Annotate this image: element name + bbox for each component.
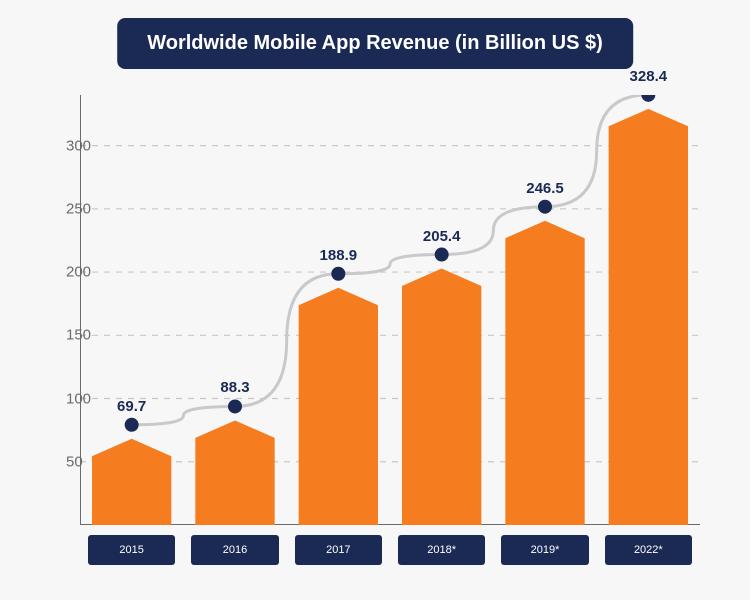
bar — [92, 439, 171, 525]
x-category: 2019* — [501, 535, 588, 565]
data-marker — [229, 400, 242, 413]
x-category: 2016 — [191, 535, 278, 565]
value-label: 328.4 — [630, 68, 668, 85]
chart-title: Worldwide Mobile App Revenue (in Billion… — [117, 18, 633, 69]
plot-svg — [80, 95, 700, 525]
chart-page: Worldwide Mobile App Revenue (in Billion… — [0, 0, 750, 600]
data-marker — [125, 418, 138, 431]
x-category: 2018* — [398, 535, 485, 565]
value-label: 188.9 — [320, 247, 358, 264]
value-label: 88.3 — [220, 379, 249, 396]
data-marker — [642, 95, 655, 101]
x-category: 2017 — [295, 535, 382, 565]
value-label: 69.7 — [117, 398, 146, 415]
bar — [505, 221, 584, 525]
chart-area: 501001502002503002015201620172018*2019*2… — [80, 95, 700, 525]
value-label: 205.4 — [423, 228, 461, 245]
x-category: 2022* — [605, 535, 692, 565]
bar — [402, 269, 481, 525]
data-marker — [435, 248, 448, 261]
bar — [609, 109, 688, 525]
bar — [299, 288, 378, 525]
value-label: 246.5 — [526, 180, 564, 197]
data-marker — [332, 267, 345, 280]
bar — [195, 420, 274, 525]
x-category: 2015 — [88, 535, 175, 565]
data-marker — [539, 200, 552, 213]
